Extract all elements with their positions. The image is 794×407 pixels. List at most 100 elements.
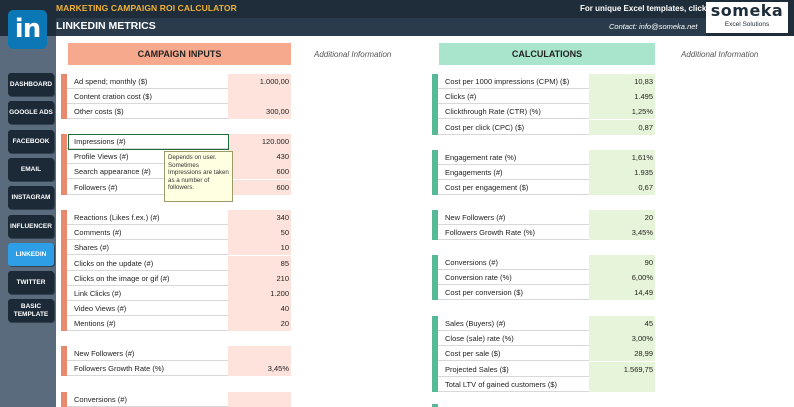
input-label: Impressions (#) bbox=[74, 137, 126, 146]
calc-row: Sales (Buyers) (#) 45 bbox=[438, 316, 655, 331]
calc-row: Clicks (#) 1.495 bbox=[438, 89, 655, 105]
sidebar-item-instagram[interactable]: INSTAGRAM bbox=[8, 186, 54, 209]
app-title: MARKETING CAMPAIGN ROI CALCULATOR bbox=[56, 3, 237, 13]
selected-cell[interactable] bbox=[68, 134, 229, 150]
calc-label: Close (sale) rate (%) bbox=[445, 334, 514, 344]
input-row: Other costs ($) 300,00 bbox=[67, 104, 291, 120]
input-value[interactable]: 120.000 bbox=[228, 134, 291, 149]
input-row: Followers Growth Rate (%) 3,45% bbox=[67, 361, 291, 377]
input-label: Followers Growth Rate (%) bbox=[74, 364, 165, 374]
input-value[interactable]: 600 bbox=[228, 164, 291, 180]
input-value[interactable]: 20 bbox=[228, 316, 291, 332]
calc-label: Conversions (#) bbox=[445, 258, 498, 267]
input-value[interactable] bbox=[228, 89, 291, 105]
calc-value: 6,00% bbox=[589, 270, 655, 286]
sidebar-item-google-ads[interactable]: GOOGLE ADS bbox=[8, 101, 54, 124]
calc-row: Cost per click (CPC) ($) 0,87 bbox=[438, 119, 655, 135]
input-row: Clicks on the update (#) 85 bbox=[67, 255, 291, 271]
input-label: Ad spend; monthly ($) bbox=[74, 77, 148, 86]
promo-link[interactable]: For unique Excel templates, click → bbox=[580, 4, 717, 13]
input-value[interactable]: 50 bbox=[228, 225, 291, 241]
input-value[interactable] bbox=[228, 346, 291, 361]
input-label: Shares (#) bbox=[74, 243, 110, 253]
section-marker bbox=[432, 255, 438, 300]
input-row: Content cration cost ($) bbox=[67, 89, 291, 105]
input-label: Content cration cost ($) bbox=[74, 92, 152, 102]
input-row: Clicks on the image or gif (#) 210 bbox=[67, 270, 291, 286]
brand-tag: Excel Solutions bbox=[724, 21, 770, 28]
top-bar: MARKETING CAMPAIGN ROI CALCULATOR LINKED… bbox=[0, 0, 794, 36]
additional-info-header-right: Additional Information bbox=[681, 49, 759, 59]
input-value[interactable]: 40 bbox=[228, 301, 291, 317]
section-marker bbox=[61, 134, 67, 195]
section-marker bbox=[432, 316, 438, 392]
input-row: Shares (#) 10 bbox=[67, 240, 291, 256]
input-value[interactable]: 10 bbox=[228, 240, 291, 256]
sidebar-item-dashboard[interactable]: DASHBOARD bbox=[8, 73, 54, 96]
input-row: Impressions (#) 120.000 bbox=[67, 134, 291, 149]
input-row: Mentions (#) 20 bbox=[67, 316, 291, 332]
calc-row: Cost per 1000 impressions (CPM) ($) 10,83 bbox=[438, 74, 655, 89]
input-value[interactable]: 3,45% bbox=[228, 361, 291, 377]
section-marker bbox=[61, 392, 67, 407]
input-value[interactable]: 430 bbox=[228, 149, 291, 165]
calc-row: Engagement rate (%) 1,61% bbox=[438, 150, 655, 165]
calc-label: Engagement rate (%) bbox=[445, 153, 517, 162]
calc-value: 1.935 bbox=[589, 165, 655, 181]
input-value[interactable]: 1.200 bbox=[228, 286, 291, 301]
input-value[interactable]: 85 bbox=[228, 255, 291, 271]
calc-label: Projected Sales ($) bbox=[445, 364, 509, 374]
campaign-inputs-header: CAMPAIGN INPUTS bbox=[68, 43, 291, 65]
input-label: Reactions (Likes f.ex.) (#) bbox=[74, 213, 160, 222]
calc-row: Total LTV of gained customers ($) bbox=[438, 376, 655, 392]
calc-value: 1,61% bbox=[589, 150, 655, 165]
calc-value: 1.569,75 bbox=[589, 361, 655, 377]
input-value[interactable]: 1.000,00 bbox=[228, 74, 291, 89]
section-marker bbox=[432, 210, 438, 240]
subtitle-bar bbox=[56, 18, 706, 36]
input-value[interactable]: 340 bbox=[228, 210, 291, 225]
input-row: Link Clicks (#) 1.200 bbox=[67, 286, 291, 301]
input-label: New Followers (#) bbox=[74, 349, 135, 358]
input-label: Clicks on the image or gif (#) bbox=[74, 273, 170, 283]
calc-value: 3,00% bbox=[589, 331, 655, 347]
section-marker bbox=[432, 150, 438, 195]
input-value[interactable]: 300,00 bbox=[228, 104, 291, 120]
calculations-header: CALCULATIONS bbox=[439, 43, 655, 65]
sidebar-item-twitter[interactable]: TWITTER bbox=[8, 271, 54, 294]
sidebar-item-basic-template[interactable]: BASIC TEMPLATE bbox=[8, 299, 54, 322]
calc-label: Total LTV of gained customers ($) bbox=[445, 379, 557, 389]
input-value[interactable]: 600 bbox=[228, 179, 291, 195]
brand-logo[interactable]: someka Excel Solutions bbox=[706, 2, 788, 33]
calc-row: Clickthrough Rate (CTR) (%) 1,25% bbox=[438, 104, 655, 120]
input-label: Mentions (#) bbox=[74, 319, 116, 329]
section-marker bbox=[61, 346, 67, 376]
calc-row: Close (sale) rate (%) 3,00% bbox=[438, 331, 655, 347]
sidebar-item-email[interactable]: EMAIL bbox=[8, 158, 54, 181]
input-label: Link Clicks (#) bbox=[74, 289, 122, 298]
logo-text: in bbox=[14, 14, 41, 44]
calc-label: Engagements (#) bbox=[445, 168, 503, 178]
linkedin-logo-icon: in bbox=[8, 10, 47, 49]
calc-row: Followers Growth Rate (%) 3,45% bbox=[438, 225, 655, 241]
contact-text: Contact: info@someka.net bbox=[609, 22, 698, 31]
calc-value: 0,67 bbox=[589, 180, 655, 196]
calc-row: Conversions (#) 90 bbox=[438, 255, 655, 270]
impressions-tooltip: Depends on user. Sometimes Impressions a… bbox=[164, 151, 233, 202]
additional-info-header: Additional Information bbox=[314, 49, 392, 59]
sidebar-item-facebook[interactable]: FACEBOOK bbox=[8, 130, 54, 153]
calc-label: Cost per conversion ($) bbox=[445, 288, 523, 298]
calc-value: 0,87 bbox=[589, 119, 655, 135]
calc-label: Cost per engagement ($) bbox=[445, 183, 529, 193]
calc-label: Clickthrough Rate (CTR) (%) bbox=[445, 107, 541, 117]
input-value[interactable] bbox=[228, 392, 291, 407]
input-row: Reactions (Likes f.ex.) (#) 340 bbox=[67, 210, 291, 225]
input-label: Conversions (#) bbox=[74, 395, 127, 404]
sidebar-item-influencer[interactable]: INFLUENCER bbox=[8, 215, 54, 238]
section-marker bbox=[432, 404, 438, 407]
calc-row: New Followers (#) 20 bbox=[438, 210, 655, 225]
input-value[interactable]: 210 bbox=[228, 270, 291, 286]
sidebar-item-linkedin[interactable]: LINKEDIN bbox=[8, 243, 54, 266]
calc-value: 10,83 bbox=[589, 74, 655, 89]
input-row: Video Views (#) 40 bbox=[67, 301, 291, 317]
